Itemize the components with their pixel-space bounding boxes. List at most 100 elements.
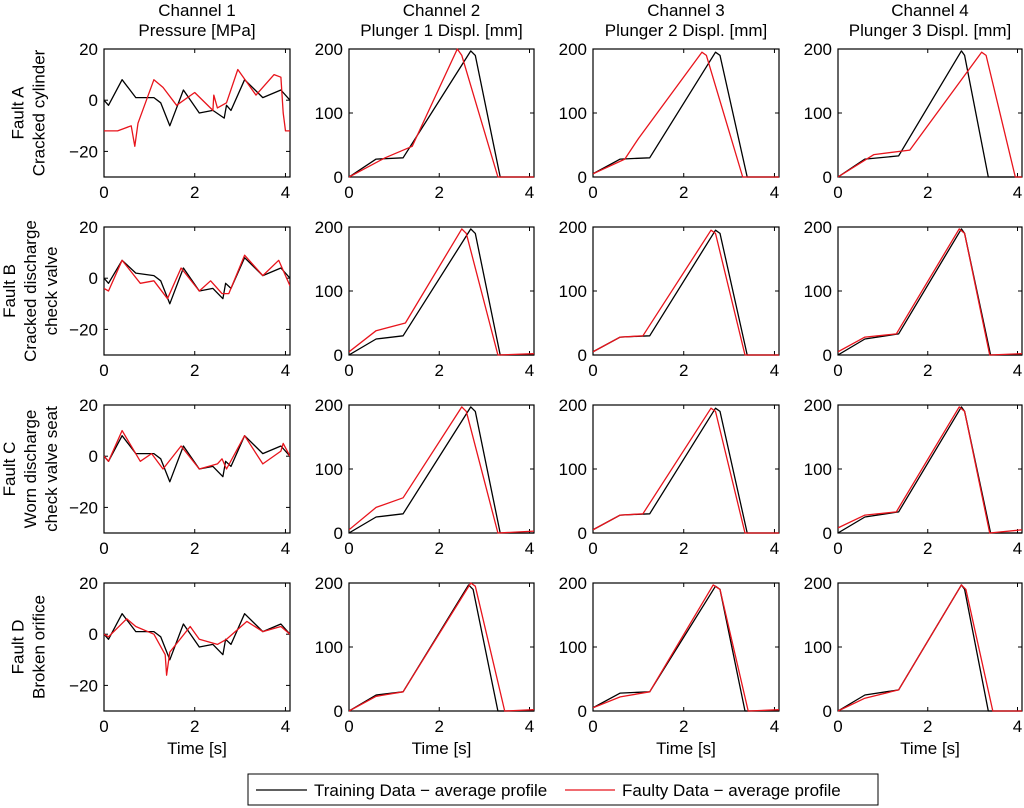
x-tick-label: 0 xyxy=(588,717,597,736)
x-tick-label: 2 xyxy=(190,539,199,558)
faulty-series-line xyxy=(593,51,779,178)
row-labels: Fault A Cracked cylinder Fault B Cracked di… xyxy=(0,49,61,699)
row-label: Cracked cylinder xyxy=(30,49,49,176)
x-tick-label: 2 xyxy=(923,183,932,202)
panel: 0 2 4 −20 0 20 Time [s] xyxy=(69,574,291,758)
x-tick-label: 0 xyxy=(588,183,597,202)
faulty-series-line xyxy=(838,51,1022,178)
y-tick-label: 100 xyxy=(315,282,343,301)
y-tick-label: 0 xyxy=(578,702,587,721)
x-tick-label: 2 xyxy=(190,717,199,736)
x-tick-label: 4 xyxy=(525,539,534,558)
axes-box xyxy=(103,48,291,178)
y-tick-label: 100 xyxy=(559,638,587,657)
x-tick-label: 2 xyxy=(923,539,932,558)
legend-box xyxy=(247,773,879,806)
x-tick-label: 0 xyxy=(588,361,597,380)
x-tick-label: 0 xyxy=(833,717,842,736)
row-label: check valve seat xyxy=(42,406,61,532)
panel: 0 2 4 0 100 200 xyxy=(804,218,1023,380)
faulty-series-line xyxy=(838,228,1022,356)
x-tick-label: 0 xyxy=(99,361,108,380)
row-label: Fault A xyxy=(9,86,28,140)
faulty-series-line xyxy=(104,429,290,470)
axes-box xyxy=(348,404,535,534)
x-tick-label: 4 xyxy=(525,361,534,380)
faulty-series-line xyxy=(349,582,534,712)
axes-box xyxy=(837,404,1023,534)
y-tick-label: 100 xyxy=(804,282,832,301)
axes-box xyxy=(837,226,1023,356)
faulty-series-line xyxy=(104,254,290,300)
y-tick-label: 200 xyxy=(315,574,343,593)
row-label: Broken orifice xyxy=(30,595,49,699)
y-tick-label: 0 xyxy=(89,269,98,288)
faulty-series-line xyxy=(593,229,779,356)
y-tick-label: 0 xyxy=(578,168,587,187)
y-tick-label: 200 xyxy=(804,218,832,237)
faulty-series-line xyxy=(349,406,534,534)
y-tick-label: 200 xyxy=(804,574,832,593)
panel: 0 2 4 0 100 200 xyxy=(315,396,535,558)
y-tick-label: 0 xyxy=(823,702,832,721)
y-tick-label: 20 xyxy=(79,40,98,59)
faulty-series-line xyxy=(104,68,290,147)
y-tick-label: 200 xyxy=(315,40,343,59)
faulty-series-line xyxy=(349,228,534,356)
x-tick-label: 4 xyxy=(1013,717,1022,736)
axes-box xyxy=(348,48,535,178)
y-tick-label: 0 xyxy=(89,91,98,110)
y-tick-label: 200 xyxy=(315,218,343,237)
y-tick-label: 0 xyxy=(578,524,587,543)
row-label: Fault D xyxy=(9,620,28,675)
y-tick-label: 20 xyxy=(79,574,98,593)
panel: 0 2 4 0 100 200 Time [s] xyxy=(559,574,780,758)
x-tick-label: 0 xyxy=(99,539,108,558)
column-subtitle: Plunger 2 Displ. [mm] xyxy=(605,21,768,40)
x-tick-label: 0 xyxy=(344,539,353,558)
y-tick-label: 0 xyxy=(578,346,587,365)
faulty-series-line xyxy=(838,406,1022,534)
panel: 0 2 4 0 100 200 xyxy=(804,40,1023,202)
row-label: check valve xyxy=(42,247,61,336)
x-axis-label: Time [s] xyxy=(656,739,716,758)
x-tick-label: 0 xyxy=(833,183,842,202)
y-tick-label: 200 xyxy=(559,218,587,237)
x-tick-label: 2 xyxy=(190,361,199,380)
axes-box xyxy=(348,226,535,356)
x-tick-label: 4 xyxy=(770,539,779,558)
x-axis-label: Time [s] xyxy=(412,739,472,758)
faulty-series-line xyxy=(593,407,779,534)
x-tick-label: 0 xyxy=(344,183,353,202)
y-tick-label: 200 xyxy=(804,40,832,59)
faulty-series-line xyxy=(593,584,779,712)
y-tick-label: 100 xyxy=(804,638,832,657)
x-tick-label: 2 xyxy=(679,539,688,558)
x-axis-label: Time [s] xyxy=(900,739,960,758)
axes-box xyxy=(592,48,780,178)
axes-box xyxy=(103,226,291,356)
y-tick-label: 20 xyxy=(79,218,98,237)
y-tick-label: 0 xyxy=(334,346,343,365)
axes-box xyxy=(348,582,535,712)
y-tick-label: 0 xyxy=(823,168,832,187)
y-tick-label: 100 xyxy=(315,638,343,657)
legend-training-label: Training Data − average profile xyxy=(314,781,547,800)
y-tick-label: 100 xyxy=(804,460,832,479)
row-label: Worn discharge xyxy=(21,410,40,529)
x-tick-label: 0 xyxy=(99,717,108,736)
x-tick-label: 2 xyxy=(435,717,444,736)
x-tick-label: 4 xyxy=(1013,539,1022,558)
axes-box xyxy=(103,582,291,712)
faulty-series-line xyxy=(349,48,534,178)
legend: Training Data − average profile Faulty D… xyxy=(247,773,879,806)
row-label: Fault C xyxy=(0,442,19,497)
column-subtitle: Pressure [MPa] xyxy=(138,21,255,40)
x-tick-label: 2 xyxy=(679,183,688,202)
x-tick-label: 2 xyxy=(923,361,932,380)
column-title: Channel 1 xyxy=(158,1,236,20)
faulty-series-line xyxy=(104,618,290,676)
column-subtitle: Plunger 1 Displ. [mm] xyxy=(360,21,523,40)
